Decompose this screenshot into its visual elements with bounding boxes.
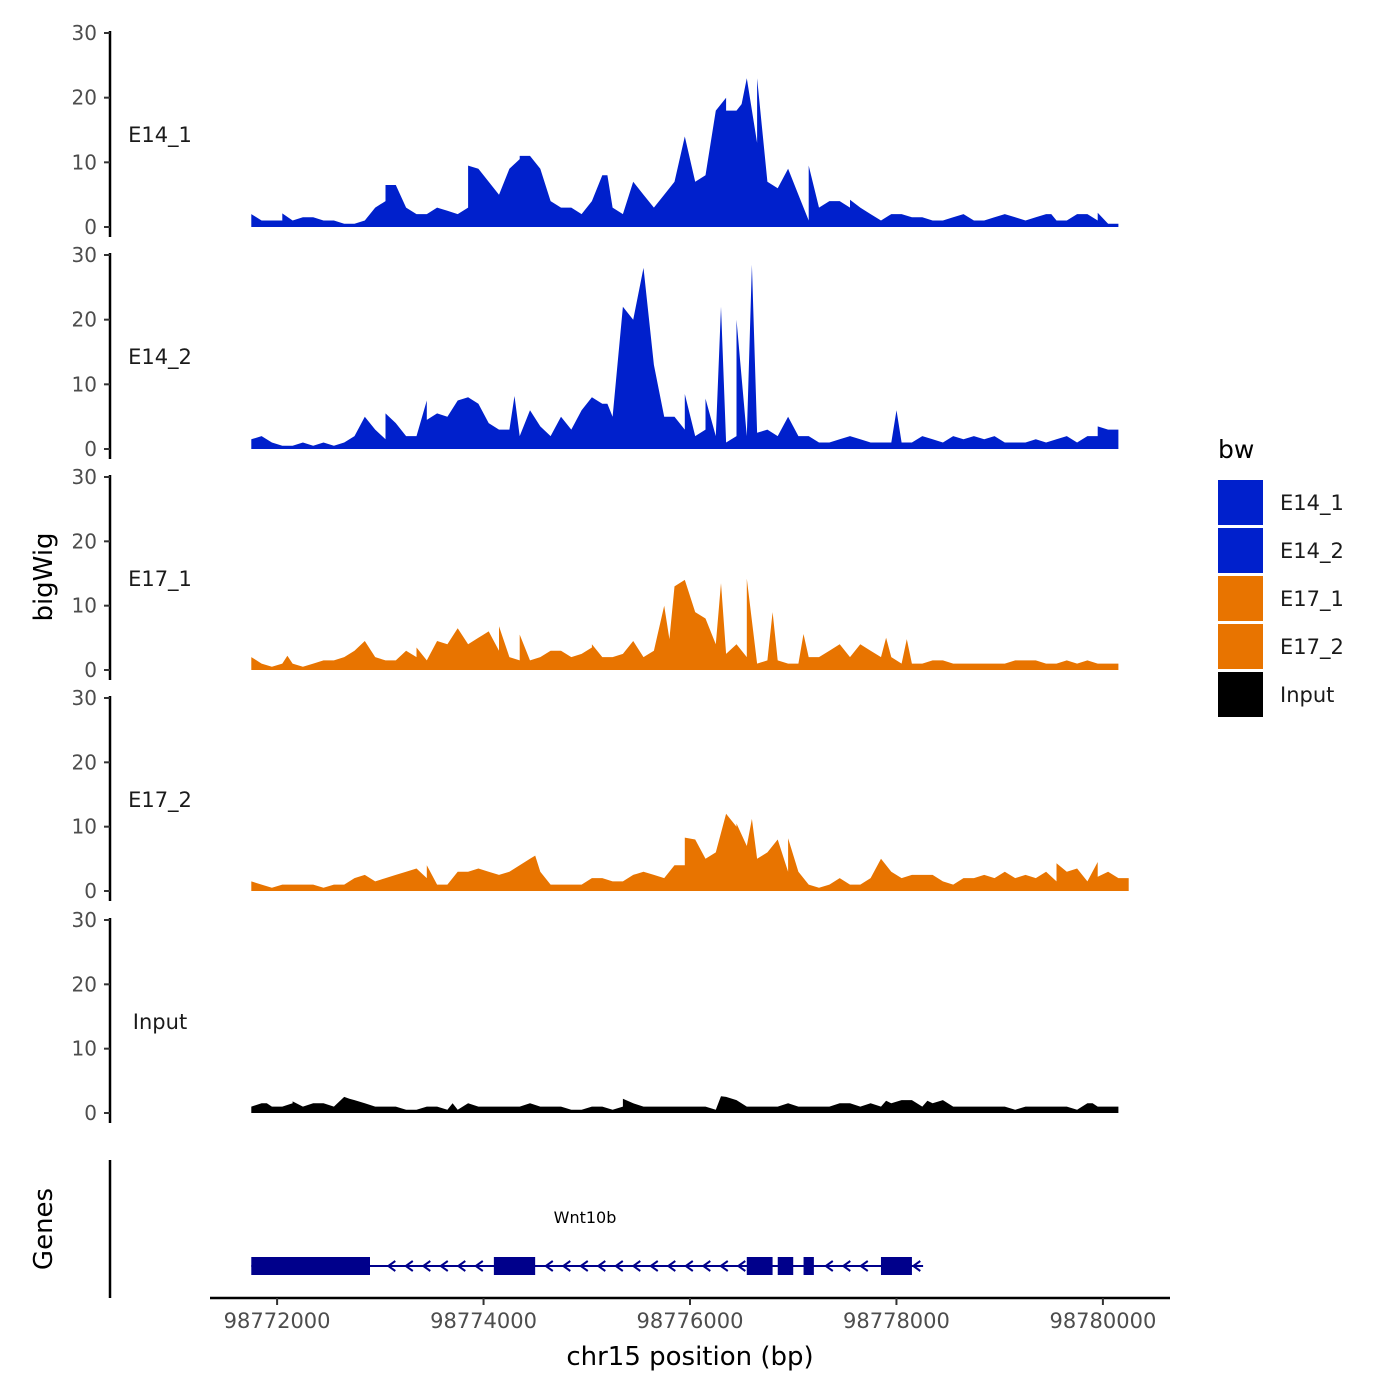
strand-arrow: [841, 1260, 851, 1272]
legend-swatch-E17_2: [1218, 624, 1263, 669]
track-label: E17_2: [128, 788, 192, 813]
x-axis-title: chr15 position (bp): [566, 1342, 813, 1372]
y-tick-label: 30: [72, 908, 97, 932]
legend-label: Input: [1280, 683, 1334, 707]
strand-arrow: [404, 1260, 414, 1272]
y-tick-label: 20: [72, 308, 97, 332]
track-E17_1: 0 10 20 30 E17_1: [72, 465, 1119, 682]
x-tick-label: 98778000: [843, 1309, 950, 1333]
y-tick-label: 20: [72, 972, 97, 996]
strand-arrow: [719, 1260, 729, 1272]
y-tick-label: 20: [72, 86, 97, 110]
gene-exon: [777, 1257, 794, 1275]
strand-arrow: [684, 1260, 694, 1272]
strand-arrow: [544, 1260, 554, 1272]
strand-arrow: [911, 1260, 921, 1272]
gene-exon: [880, 1257, 912, 1275]
signal-area-E17_1: [251, 578, 1119, 670]
strand-arrow: [561, 1260, 571, 1272]
y-tick-label: 30: [72, 686, 97, 710]
y-tick-label: 10: [72, 150, 97, 174]
legend-label: E17_2: [1280, 635, 1344, 660]
legend-label: E14_1: [1280, 491, 1344, 516]
x-tick-label: 98776000: [637, 1309, 744, 1333]
track-E14_2: 0 10 20 30 E14_2: [72, 243, 1119, 461]
y-axis-title: bigWig: [29, 532, 59, 621]
y-tick-label: 20: [72, 529, 97, 553]
y-tick-label: 20: [72, 750, 97, 774]
y-tick-label: 10: [72, 1037, 97, 1061]
y-tick-label: 30: [72, 465, 97, 489]
strand-arrow: [824, 1260, 834, 1272]
gene-exon: [493, 1257, 536, 1275]
x-tick-label: 98780000: [1049, 1309, 1156, 1333]
legend-label: E14_2: [1280, 539, 1344, 564]
genes-panel: Wnt10b: [108, 1160, 924, 1298]
y-tick-label: 0: [84, 1101, 97, 1125]
signal-area-E14_2: [251, 264, 1119, 449]
track-Input: 0 10 20 30 Input: [72, 908, 1119, 1125]
strand-arrow: [614, 1260, 624, 1272]
strand-arrow: [579, 1260, 589, 1272]
track-label: Input: [133, 1010, 187, 1034]
strand-arrow: [421, 1260, 431, 1272]
strand-arrow: [596, 1260, 606, 1272]
gene-label: Wnt10b: [554, 1208, 617, 1227]
track-label: E14_2: [128, 345, 192, 370]
signal-area-E17_2: [251, 813, 1129, 891]
signal-area-Input: [251, 1096, 1119, 1113]
y-tick-label: 0: [84, 879, 97, 903]
legend-swatch-E14_2: [1218, 528, 1263, 573]
legend-swatch-Input: [1218, 672, 1263, 717]
y-tick-label: 10: [72, 372, 97, 396]
strand-arrow: [456, 1260, 466, 1272]
bigwig-tracks: 0 10 20 30 E14_1 0 10 20 30 E14_2 0 10 20 30 E17_1 0 10 2…: [72, 21, 1129, 1125]
legend: bw E14_1 E14_2 E17_1 E17_2 Input: [1218, 435, 1344, 717]
legend-swatch-E14_1: [1218, 480, 1263, 525]
strand-arrow: [666, 1260, 676, 1272]
y-tick-label: 30: [72, 21, 97, 45]
strand-arrow: [701, 1260, 711, 1272]
y-tick-label: 10: [72, 594, 97, 618]
signal-area-E14_1: [251, 78, 1119, 227]
strand-arrow: [649, 1260, 659, 1272]
y-tick-label: 30: [72, 243, 97, 267]
strand-arrow: [859, 1260, 869, 1272]
track-label: E14_1: [128, 123, 192, 148]
track-E14_1: 0 10 20 30 E14_1: [72, 21, 1119, 239]
legend-label: E17_1: [1280, 587, 1344, 612]
strand-arrow: [439, 1260, 449, 1272]
x-axis: 98772000 98774000 98776000 98778000 98780000: [210, 1296, 1170, 1333]
strand-arrow: [736, 1260, 746, 1272]
strand-arrow: [631, 1260, 641, 1272]
legend-title: bw: [1218, 435, 1254, 464]
genes-axis-title: Genes: [29, 1188, 59, 1270]
strand-arrow: [386, 1260, 396, 1272]
track-label: E17_1: [128, 567, 192, 592]
track-E17_2: 0 10 20 30 E17_2: [72, 686, 1129, 903]
y-tick-label: 10: [72, 815, 97, 839]
x-tick-label: 98774000: [430, 1309, 537, 1333]
strand-arrow: [474, 1260, 484, 1272]
x-tick-label: 98772000: [224, 1309, 331, 1333]
gene-exon: [803, 1257, 814, 1275]
y-tick-label: 0: [84, 437, 97, 461]
gene-exon: [746, 1257, 773, 1275]
gene-exon: [251, 1257, 370, 1275]
y-tick-label: 0: [84, 658, 97, 682]
legend-swatch-E17_1: [1218, 576, 1263, 621]
y-tick-label: 0: [84, 215, 97, 239]
